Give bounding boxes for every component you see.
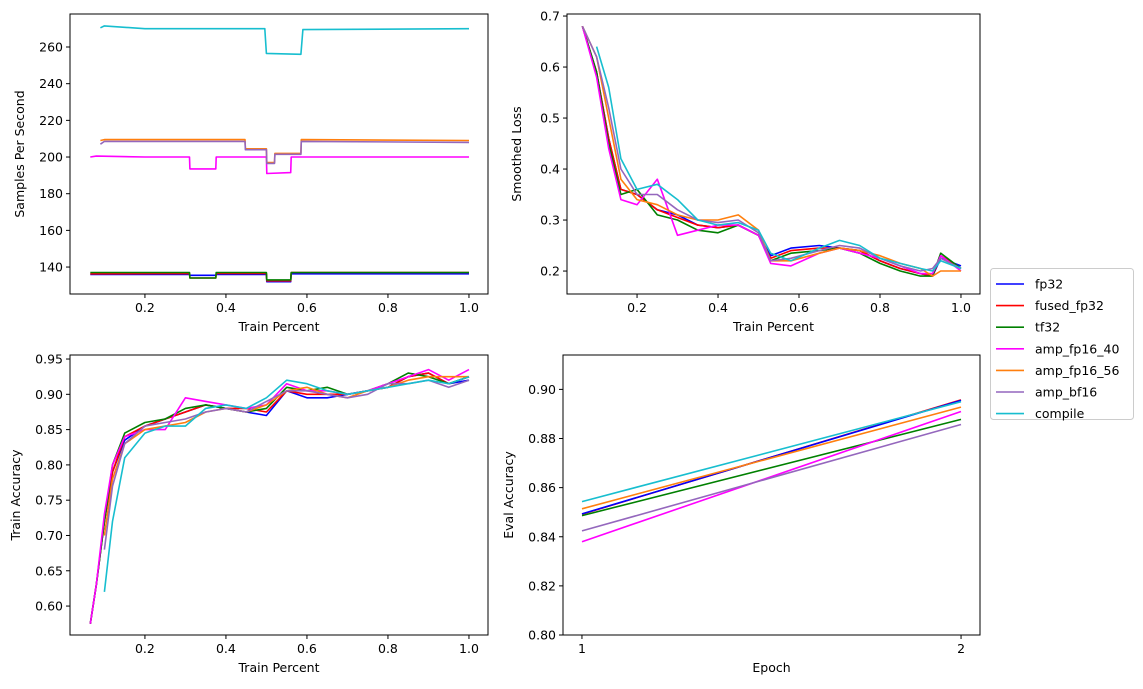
series-line-tf32 xyxy=(89,372,470,624)
x-tick-label: 1.0 xyxy=(951,300,971,315)
series-line-amp_fp16_56 xyxy=(103,375,469,536)
x-axis-label: Epoch xyxy=(752,660,790,675)
subplot-train_acc: 0.2 0.4 0.6 0.8 1.0 0.60 0.65 0.70 0.75 0.80 0.85 0… xyxy=(8,352,489,675)
axes-frame xyxy=(69,354,489,636)
x-tick-label: 2 xyxy=(957,641,965,656)
y-tick-label: 220 xyxy=(39,113,63,128)
y-tick-label: 240 xyxy=(39,76,63,91)
subplot-eval_acc: 1 2 0.80 0.82 0.84 0.86 0.88 0.90 Epoch Eval Accu… xyxy=(501,354,981,675)
legend-label-fused_fp32: fused_fp32 xyxy=(1035,298,1104,313)
legend-label-compile: compile xyxy=(1035,406,1085,421)
y-axis-label: Train Accuracy xyxy=(8,449,23,542)
series-line-fused_fp32 xyxy=(581,25,962,277)
x-tick-label: 0.4 xyxy=(708,300,728,315)
series-line-amp_fp16_40 xyxy=(581,410,962,543)
y-tick-label: 0.84 xyxy=(528,529,556,544)
y-tick-label: 160 xyxy=(39,223,63,238)
legend-label-fp32: fp32 xyxy=(1035,277,1063,292)
y-tick-label: 0.86 xyxy=(528,480,556,495)
series-line-compile xyxy=(595,46,962,272)
series-line-amp_fp16_40 xyxy=(90,155,469,175)
series-line-amp_fp16_56 xyxy=(581,406,962,510)
series-line-fp32 xyxy=(581,25,962,277)
y-tick-label: 0.2 xyxy=(540,264,560,279)
series-line-amp_bf16 xyxy=(581,423,962,532)
series-line-fused_fp32 xyxy=(89,372,470,624)
y-tick-label: 200 xyxy=(39,150,63,165)
axes-frame xyxy=(69,13,489,295)
y-tick-label: 140 xyxy=(39,260,63,275)
subplot-loss: 0.2 0.4 0.6 0.8 1.0 0.2 0.3 0.4 0.5 0.6 0.7 Train P… xyxy=(509,9,981,334)
y-tick-label: 0.4 xyxy=(540,162,560,177)
y-tick-label: 0.7 xyxy=(540,9,560,24)
y-tick-label: 0.80 xyxy=(528,628,556,643)
series-line-tf32 xyxy=(581,25,962,277)
x-tick-label: 0.8 xyxy=(378,641,398,656)
y-tick-label: 0.70 xyxy=(35,528,63,543)
x-tick-label: 1 xyxy=(578,641,586,656)
series-line-amp_fp16_56 xyxy=(100,138,470,164)
y-tick-label: 0.90 xyxy=(528,382,556,397)
y-tick-label: 0.85 xyxy=(35,422,63,437)
series-line-compile xyxy=(581,400,962,503)
y-tick-label: 0.6 xyxy=(540,60,560,75)
legend-frame xyxy=(990,268,1134,420)
y-tick-label: 0.5 xyxy=(540,111,560,126)
y-tick-label: 0.60 xyxy=(35,599,63,614)
axes-frame xyxy=(562,354,981,636)
y-tick-label: 0.3 xyxy=(540,213,560,228)
x-tick-label: 0.2 xyxy=(135,641,155,656)
series-line-amp_bf16 xyxy=(581,25,962,272)
x-tick-label: 0.8 xyxy=(870,300,890,315)
x-tick-label: 0.6 xyxy=(789,300,809,315)
x-tick-label: 0.2 xyxy=(627,300,647,315)
y-tick-label: 260 xyxy=(39,40,63,55)
y-axis-label: Eval Accuracy xyxy=(501,451,516,539)
x-tick-label: 0.4 xyxy=(216,641,236,656)
series-line-tf32 xyxy=(90,271,469,281)
series-line-amp_fp16_56 xyxy=(581,25,961,277)
series-line-amp_fp16_40 xyxy=(89,368,470,624)
legend-label-amp_bf16: amp_bf16 xyxy=(1035,385,1097,400)
series-line-amp_bf16 xyxy=(99,140,470,165)
series-line-amp_fp16_40 xyxy=(581,25,962,275)
x-tick-label: 1.0 xyxy=(459,300,479,315)
series-line-compile xyxy=(103,375,470,592)
y-tick-label: 0.80 xyxy=(35,457,63,472)
y-tick-label: 0.75 xyxy=(35,493,63,508)
x-tick-label: 0.6 xyxy=(297,641,317,656)
x-axis-label: Train Percent xyxy=(732,319,814,334)
legend: fp32 fused_fp32 tf32 amp_fp16_40 amp_fp16_56… xyxy=(990,268,1134,421)
legend-label-amp_fp16_56: amp_fp16_56 xyxy=(1035,363,1119,378)
legend-label-tf32: tf32 xyxy=(1035,320,1060,335)
y-tick-label: 0.90 xyxy=(35,387,63,402)
x-axis-label: Train Percent xyxy=(238,660,320,675)
legend-label-amp_fp16_40: amp_fp16_40 xyxy=(1035,341,1119,356)
subplot-throughput: 0.2 0.4 0.6 0.8 1.0 140 160 180 200 220 240 260 Trai… xyxy=(12,13,489,334)
series-line-tf32 xyxy=(581,418,962,517)
x-tick-label: 0.4 xyxy=(216,300,236,315)
x-axis-label: Train Percent xyxy=(238,319,320,334)
axes-frame xyxy=(566,13,981,295)
series-line-fp32 xyxy=(89,372,470,624)
y-tick-label: 180 xyxy=(39,186,63,201)
y-axis-label: Smoothed Loss xyxy=(509,106,524,201)
x-tick-label: 0.2 xyxy=(135,300,155,315)
y-tick-label: 0.65 xyxy=(35,563,63,578)
y-tick-label: 0.88 xyxy=(528,431,556,446)
y-tick-label: 0.95 xyxy=(35,352,63,367)
x-tick-label: 0.6 xyxy=(297,300,317,315)
y-tick-label: 0.82 xyxy=(528,578,556,593)
x-tick-label: 0.8 xyxy=(378,300,398,315)
series-line-compile xyxy=(100,25,470,56)
y-axis-label: Samples Per Second xyxy=(12,90,27,217)
series-line-amp_bf16 xyxy=(103,379,470,550)
x-tick-label: 1.0 xyxy=(459,641,479,656)
